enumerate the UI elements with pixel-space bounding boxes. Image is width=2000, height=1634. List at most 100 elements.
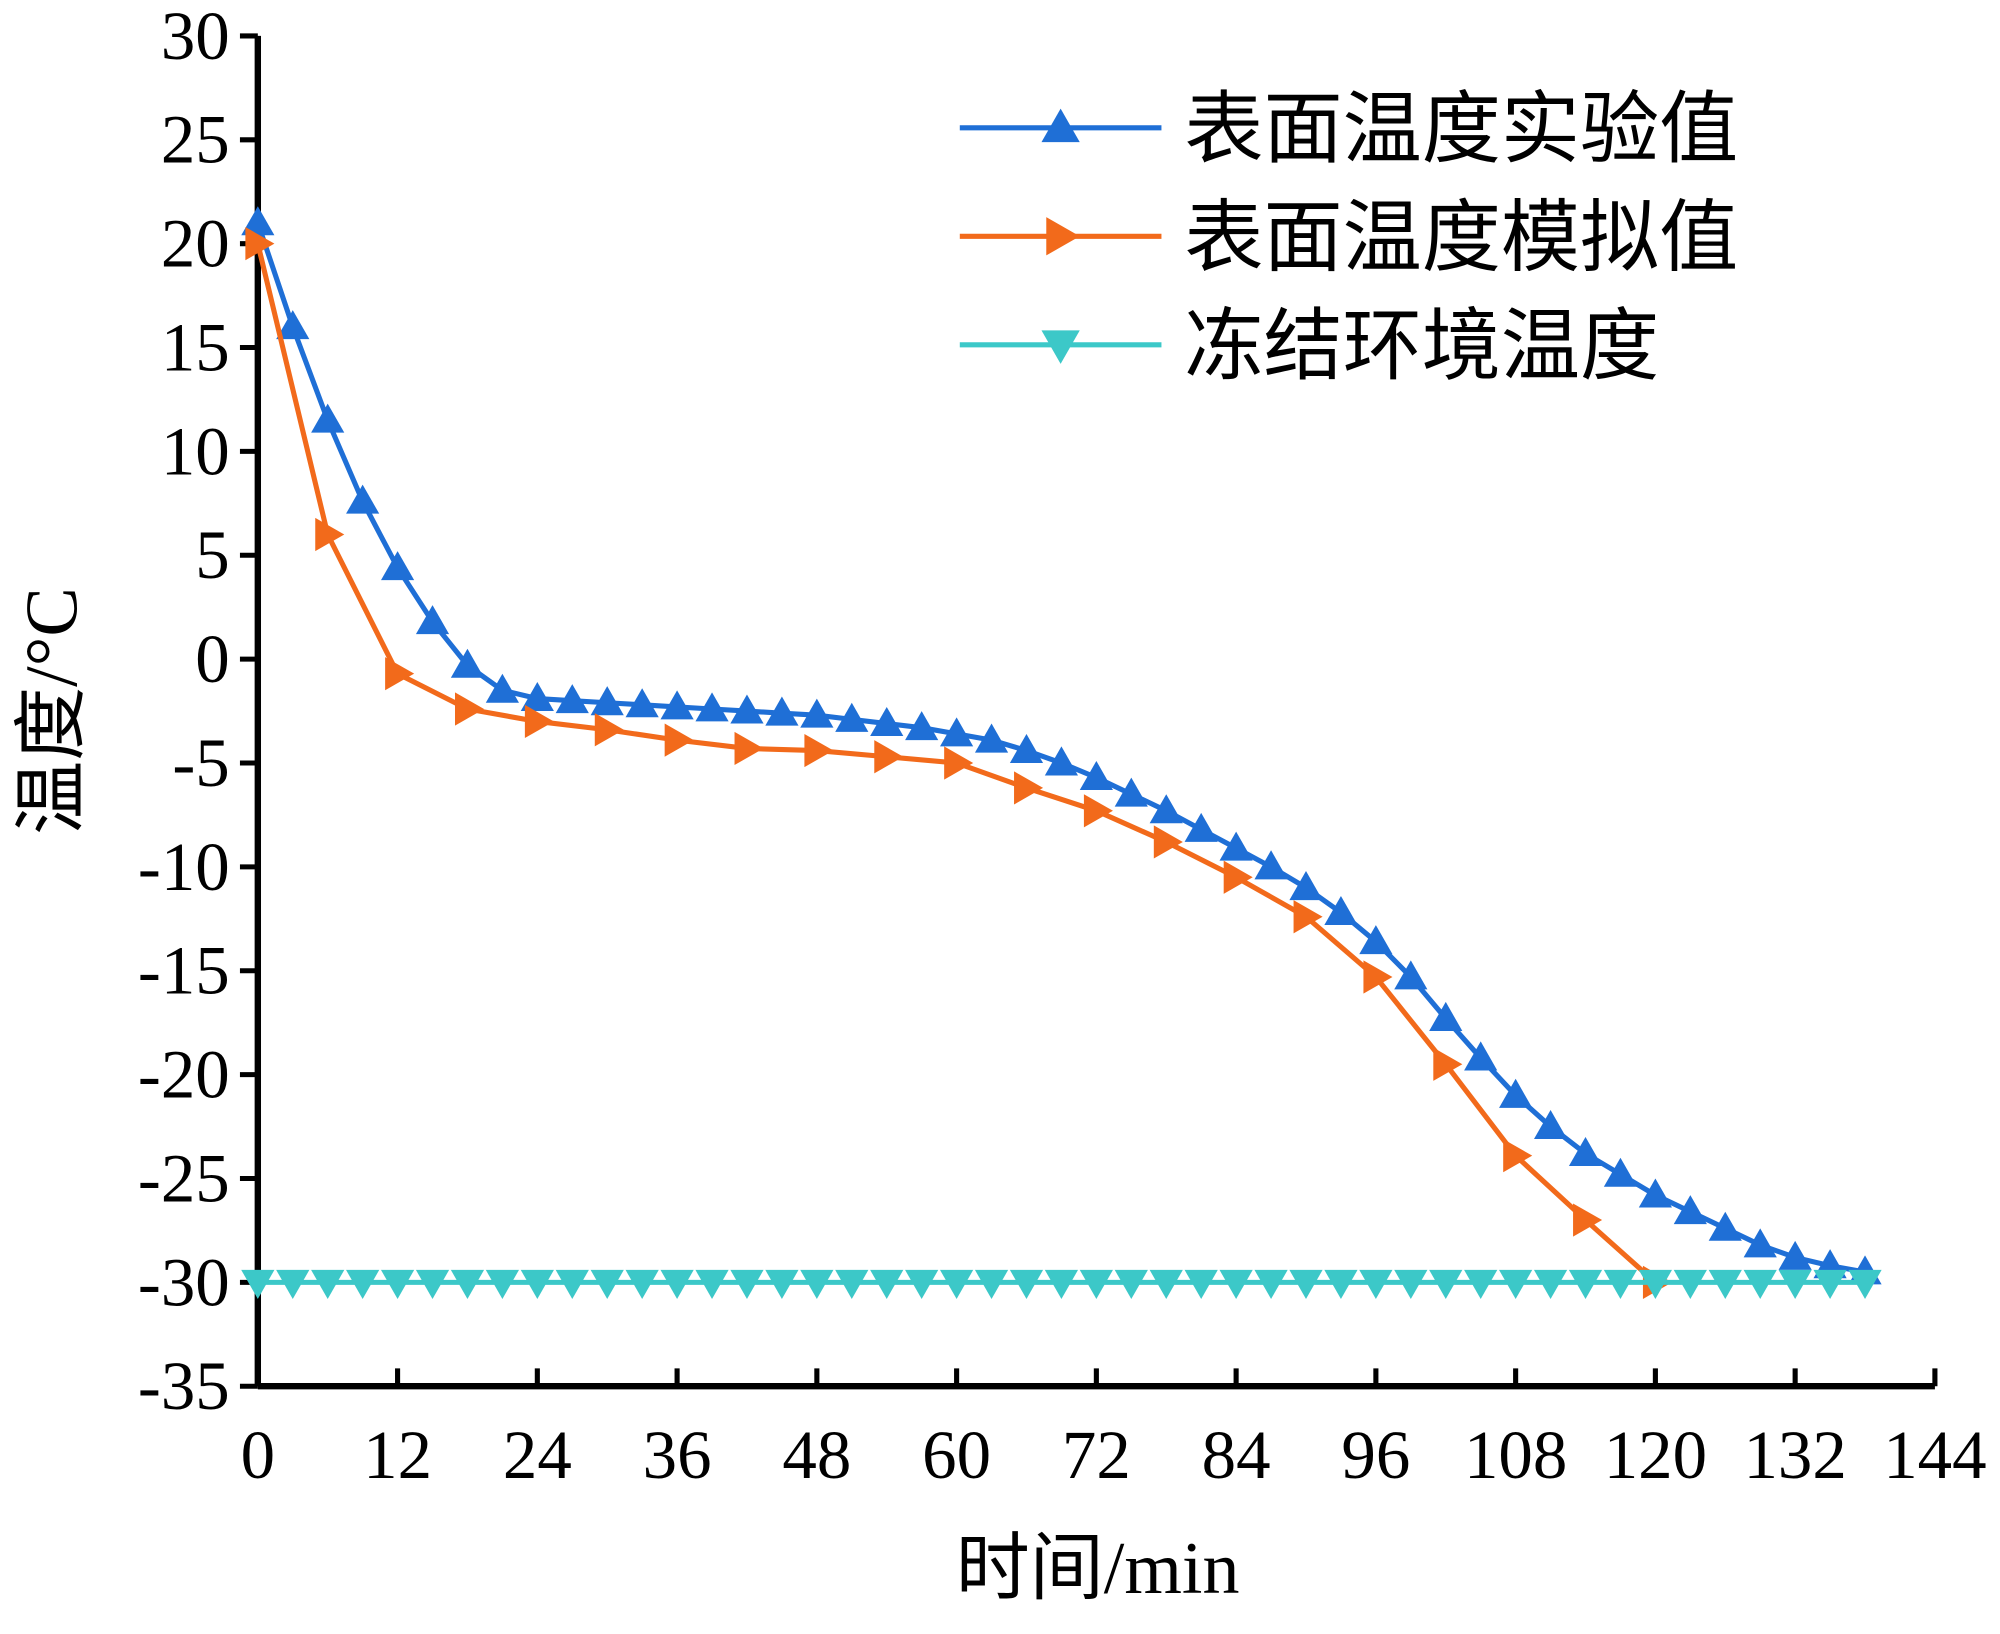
marker [730,694,764,724]
y-tick-label: 5 [195,517,229,593]
marker [1673,1195,1707,1225]
marker [1503,1139,1533,1173]
marker [1638,1269,1672,1299]
marker [944,746,974,780]
x-tick-label: 84 [1202,1417,1271,1493]
y-tick-label: -15 [138,933,230,1009]
y-axis-label: 温度/°C [12,587,94,835]
marker [311,1269,345,1299]
marker [940,1269,974,1299]
marker [730,1269,764,1299]
marker [555,684,589,714]
marker [1638,1178,1672,1208]
marker [1044,1269,1079,1299]
marker [1359,925,1393,955]
marker [1083,794,1113,828]
marker [1778,1269,1812,1299]
marker [1254,850,1288,880]
marker [1114,1269,1148,1299]
marker [245,227,275,261]
marker [346,1269,380,1299]
marker [1149,1269,1183,1299]
marker [1394,960,1428,990]
marker [1673,1269,1707,1299]
marker [974,723,1009,753]
marker [1533,1109,1568,1140]
marker [1223,860,1253,894]
marker [765,696,799,726]
marker [664,723,694,757]
marker [520,1269,554,1299]
y-tick-label: 10 [161,413,230,489]
y-tick-label: -5 [172,725,229,801]
y-tick-label: 15 [161,309,230,385]
marker [1778,1240,1812,1270]
marker [765,1269,799,1299]
y-tick-label: 25 [161,102,230,178]
marker [1184,812,1218,842]
marker [455,692,485,726]
x-tick-label: 48 [782,1417,851,1493]
marker [800,1269,834,1299]
marker [1293,900,1323,934]
marker [1533,1269,1568,1299]
marker [1394,1269,1428,1299]
marker [1848,1269,1882,1299]
legend-marker [1041,108,1080,143]
marker [1184,1269,1218,1299]
marker [625,688,659,718]
marker [450,1269,485,1299]
y-tick-label: 30 [161,0,230,74]
x-tick-label: 72 [1062,1417,1131,1493]
marker [1079,1269,1113,1299]
marker [594,713,624,747]
marker [485,673,519,703]
marker [835,1269,869,1299]
marker [415,1269,450,1299]
marker [800,698,834,728]
marker [315,517,345,552]
marker [1044,746,1079,776]
marker [695,692,729,722]
legend-marker [1041,330,1080,364]
marker [905,1269,939,1299]
marker [520,682,554,712]
marker [835,702,869,732]
marker [1813,1269,1847,1299]
marker [940,717,974,747]
marker [1289,1269,1323,1299]
marker [1219,1269,1253,1299]
marker [1359,1269,1393,1299]
marker [1568,1136,1603,1167]
marker [450,648,485,678]
marker [241,1269,275,1299]
marker [1219,831,1253,861]
marker [1708,1211,1742,1241]
marker [1433,1047,1463,1081]
x-tick-label: 108 [1464,1417,1567,1493]
marker [380,1269,415,1299]
marker [1743,1228,1777,1258]
marker [1149,794,1183,824]
marker [524,704,554,739]
marker [1153,825,1183,859]
marker [1014,771,1044,805]
marker [1009,733,1044,763]
legend-label: 冻结环境温度 [1184,303,1659,391]
legend-label: 表面温度实验值 [1184,86,1738,174]
marker [870,706,904,736]
marker [1429,1269,1463,1299]
marker [1499,1078,1533,1108]
y-tick-label: -10 [138,829,230,905]
marker [734,731,764,766]
marker [1603,1269,1638,1299]
marker [1324,1269,1358,1299]
marker [660,690,694,720]
marker [1573,1203,1603,1237]
y-tick-label: -25 [138,1140,230,1216]
x-tick-label: 144 [1883,1417,1986,1493]
marker [1009,1269,1044,1299]
marker [1464,1269,1498,1299]
